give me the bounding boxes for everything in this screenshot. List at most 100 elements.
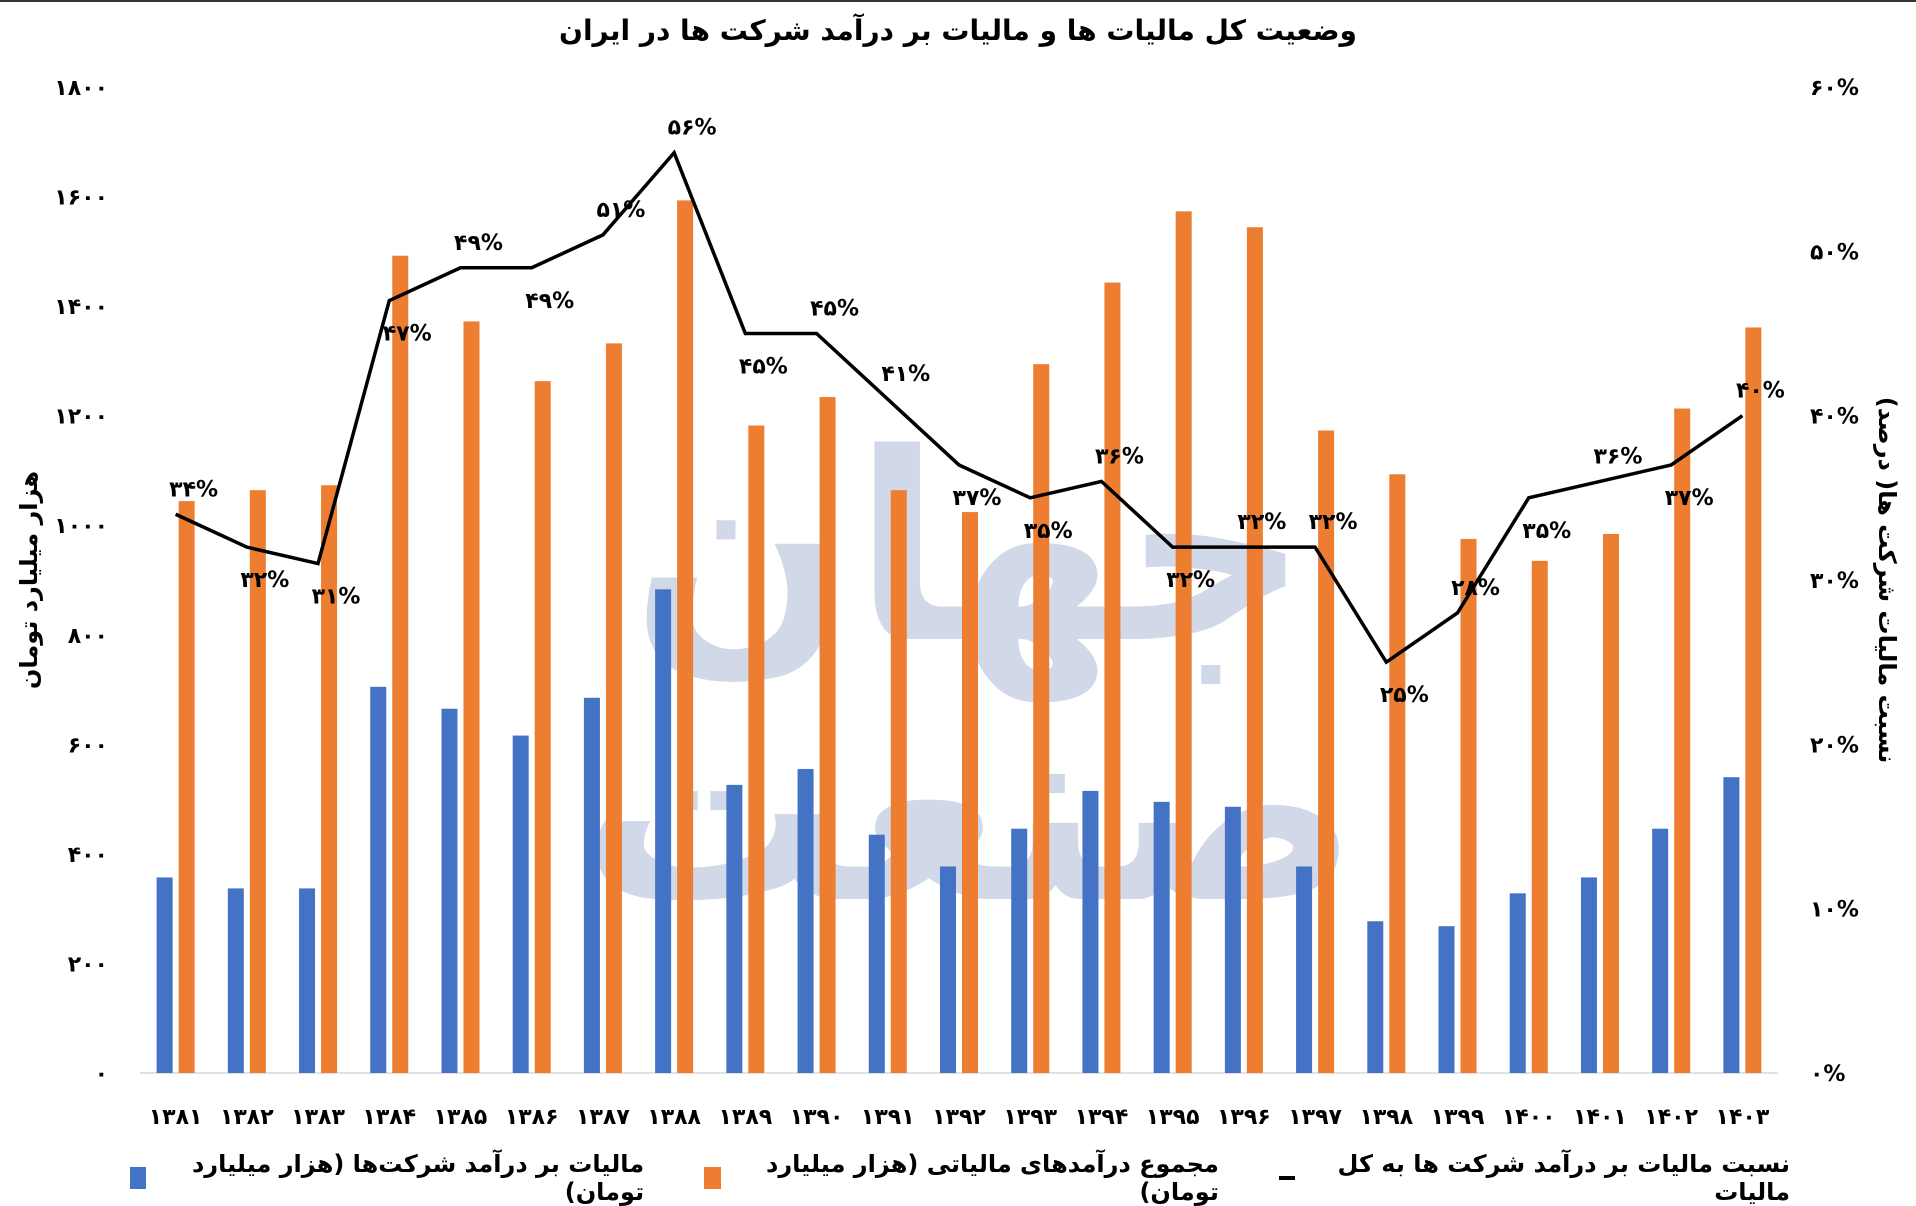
bar-corporate-tax [1224,806,1241,1073]
chart-title: وضعیت کل مالیات ها و مالیات بر درآمد شرک… [559,14,1357,47]
bar-corporate-tax [1011,828,1028,1073]
bar-total-tax [1602,533,1619,1073]
data-label-ratio: ۳۲% [1166,568,1215,593]
bar-corporate-tax [655,589,672,1073]
bar-total-tax [890,490,907,1074]
legend-orange-swatch [704,1167,721,1189]
x-tick-label: ۱۴۰۰ [1502,1105,1556,1130]
y2-tick-label: ۰% [1810,1062,1845,1087]
data-label-ratio: ۴۹% [454,231,503,256]
x-tick-label: ۱۳۸۸ [647,1105,701,1130]
bar-corporate-tax [1652,828,1669,1073]
legend-blue-swatch [130,1167,147,1189]
bar-total-tax [321,485,338,1073]
bar-total-tax [1674,408,1691,1074]
data-label-ratio: ۲۵% [1380,683,1429,708]
data-label-ratio: ۴۵% [739,355,788,380]
bar-total-tax [463,321,480,1074]
bar-total-tax [534,381,551,1073]
y2-tick-label: ۵۰% [1810,240,1859,265]
y-tick-label: ۰ [95,1062,108,1087]
bar-total-tax [1460,538,1477,1073]
x-tick-label: ۱۳۸۱ [149,1105,203,1130]
bar-total-tax [1745,327,1762,1073]
data-label-ratio: ۵۶% [668,116,717,141]
data-label-ratio: ۳۷% [953,486,1002,511]
bar-total-tax [605,343,622,1073]
x-tick-label: ۱۳۹۴ [1075,1105,1129,1130]
data-label-ratio: ۴۰% [1736,379,1785,404]
x-tick-label: ۱۳۹۰ [790,1105,844,1130]
data-label-ratio: ۴۹% [525,289,574,314]
legend-item-ratio: نسبت مالیات بر درآمد شرکت ها به کل مالیا… [1278,1150,1790,1206]
legend-label: مجموع درآمدهای مالیاتی (هزار میلیارد توم… [766,1150,1219,1206]
x-tick-label: ۱۳۸۵ [434,1105,488,1130]
y-tick-label: ۱۴۰۰ [54,295,108,320]
x-tick-label: ۱۴۰۱ [1573,1105,1627,1130]
bar-corporate-tax [797,768,814,1073]
legend: نسبت مالیات بر درآمد شرکت ها به کل مالیا… [130,1150,1790,1206]
bar-corporate-tax [441,708,458,1073]
x-tick-label: ۱۳۸۳ [291,1105,345,1130]
bar-total-tax [1389,474,1406,1073]
bar-total-tax [962,512,978,1073]
bar-corporate-tax [227,888,244,1073]
legend-line-swatch [1278,1176,1296,1180]
x-tick-label: ۱۳۹۱ [861,1105,915,1130]
bar-corporate-tax [1082,790,1099,1073]
y2-tick-label: ۴۰% [1810,405,1859,430]
bar-corporate-tax [1153,801,1170,1073]
legend-item-corporate-tax: مالیات بر درآمد شرکت‌ها (هزار میلیارد تو… [130,1150,644,1206]
bar-total-tax [748,425,765,1073]
bar-corporate-tax [940,866,956,1073]
y2-tick-label: ۳۰% [1810,569,1859,594]
bar-total-tax [178,501,195,1073]
x-tick-label: ۱۳۹۹ [1431,1105,1485,1130]
x-tick-label: ۱۳۹۷ [1288,1105,1342,1130]
x-tick-label: ۱۳۸۷ [576,1105,630,1130]
data-label-ratio: ۳۲% [1237,510,1286,535]
data-label-ratio: ۴۵% [810,297,859,322]
bar-corporate-tax [1296,866,1313,1073]
bar-total-tax [1175,211,1192,1073]
x-tick-label: ۱۳۹۶ [1217,1105,1271,1130]
bar-total-tax [1531,560,1548,1073]
line-ratio [174,149,1744,665]
bar-total-tax [1318,430,1335,1073]
bar-total-tax [1104,282,1121,1074]
x-tick-label: ۱۳۹۲ [932,1105,986,1130]
y-tick-label: ۱۰۰۰ [54,514,108,539]
legend-item-total-tax: مجموع درآمدهای مالیاتی (هزار میلیارد توم… [704,1150,1219,1206]
x-tick-label: ۱۳۹۳ [1003,1105,1057,1130]
bar-corporate-tax [299,888,316,1073]
bar-corporate-tax [1367,921,1384,1073]
data-label-ratio: ۲۸% [1451,576,1500,601]
x-tick-label: ۱۴۰۲ [1644,1105,1698,1130]
data-label-ratio: ۳۷% [1665,486,1714,511]
bar-corporate-tax [512,735,529,1073]
x-tick-label: ۱۳۹۵ [1146,1105,1200,1130]
x-tick-label: ۱۳۸۲ [220,1105,274,1130]
x-tick-label: ۱۳۸۶ [505,1105,559,1130]
x-tick-label: ۱۴۰۳ [1716,1105,1770,1130]
data-label-ratio: ۳۵% [1024,519,1073,544]
legend-label: مالیات بر درآمد شرکت‌ها (هزار میلیارد تو… [191,1150,645,1206]
y2-tick-label: ۱۰% [1810,898,1859,923]
bar-corporate-tax [868,834,885,1073]
data-label-ratio: ۳۶% [1594,444,1643,469]
y-tick-label: ۱۶۰۰ [54,186,108,211]
bar-total-tax [392,255,409,1073]
data-label-ratio: ۳۲% [240,568,289,593]
data-label-ratio: ۳۲% [1309,510,1358,535]
bar-corporate-tax [1580,877,1597,1073]
top-border [0,0,1916,2]
bar-total-tax [677,200,694,1073]
data-label-ratio: ۴۷% [383,322,432,347]
bar-total-tax [819,397,836,1073]
x-tick-label: ۱۳۸۴ [362,1105,416,1130]
y-tick-label: ۱۸۰۰ [54,76,108,101]
data-label-ratio: ۳۵% [1522,519,1571,544]
y2-tick-label: ۶۰% [1810,76,1859,101]
data-label-ratio: ۳۱% [312,585,361,610]
